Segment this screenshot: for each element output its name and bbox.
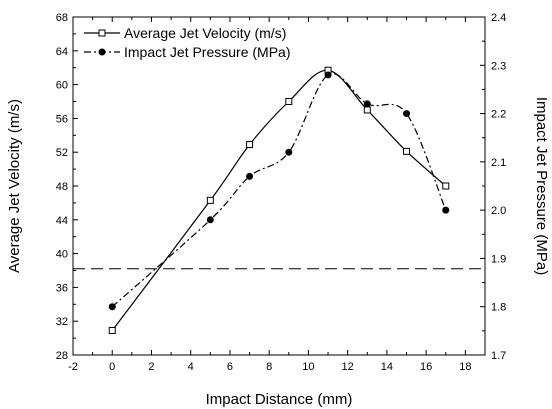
y-tick-label: 60	[56, 80, 68, 92]
y-tick-label: 68	[56, 12, 68, 24]
y2-tick-label: 2.2	[491, 109, 506, 121]
y2-axis-title: Impact Jet Pressure (MPa)	[533, 97, 550, 275]
pressure-point	[206, 216, 214, 224]
x-tick-label: 10	[302, 361, 314, 373]
y-tick-label: 52	[56, 147, 68, 159]
legend-marker-pressure	[98, 48, 106, 56]
y-tick-label: 48	[56, 181, 68, 193]
x-tick-label: -2	[68, 361, 78, 373]
legend-marker-velocity	[98, 29, 106, 37]
pressure-point	[442, 206, 450, 214]
y2-tick-label: 2.0	[491, 205, 506, 217]
pressure-point	[324, 71, 332, 79]
legend: Average Jet Velocity (m/s) Impact Jet Pr…	[84, 25, 291, 60]
y2-tick-label: 1.8	[491, 302, 506, 314]
y-tick-label: 64	[56, 46, 68, 58]
y2-tick-label: 2.3	[491, 60, 506, 72]
velocity-point	[403, 147, 411, 155]
y2-tick-label: 2.1	[491, 157, 506, 169]
y-tick-label: 56	[56, 113, 68, 125]
x-tick-label: 16	[420, 361, 432, 373]
x-tick-label: 6	[227, 361, 233, 373]
y-tick-label: 44	[56, 215, 68, 227]
velocity-point	[442, 182, 450, 190]
velocity-curve	[111, 69, 447, 331]
y-axis-title: Average Jet Velocity (m/s)	[6, 99, 23, 273]
velocity-point	[246, 141, 254, 149]
velocity-point	[108, 326, 116, 334]
x-tick-label: 4	[188, 361, 194, 373]
x-axis-title: Impact Distance (mm)	[206, 391, 353, 408]
pressure-point	[363, 100, 371, 108]
legend-label-pressure: Impact Jet Pressure (MPa)	[124, 44, 291, 60]
y-tick-label: 32	[56, 316, 68, 328]
pressure-point	[403, 110, 411, 118]
y-tick-label: 36	[56, 282, 68, 294]
y2-tick-label: 1.7	[491, 350, 506, 362]
y-tick-label: 28	[56, 350, 68, 362]
x-tick-label: 12	[342, 361, 354, 373]
pressure-point	[246, 172, 254, 180]
legend-label-velocity: Average Jet Velocity (m/s)	[124, 25, 286, 41]
x-tick-label: 8	[266, 361, 272, 373]
x-tick-label: 2	[148, 361, 154, 373]
pressure-point	[285, 148, 293, 156]
pressure-point	[108, 303, 116, 311]
x-tick-label: 18	[459, 361, 471, 373]
x-tick-label: 0	[109, 361, 115, 373]
y2-tick-label: 2.4	[491, 12, 506, 24]
x-tick-label: 14	[381, 361, 393, 373]
velocity-point	[363, 106, 371, 114]
y2-tick-label: 1.9	[491, 253, 506, 265]
velocity-point	[285, 98, 293, 105]
velocity-point	[206, 196, 214, 204]
y-tick-label: 40	[56, 249, 68, 261]
